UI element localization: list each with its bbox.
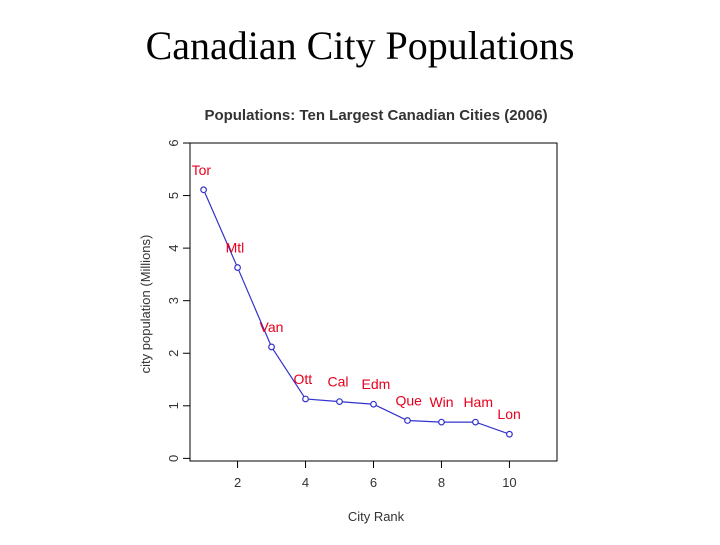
x-tick-label: 6	[370, 475, 377, 490]
data-label: Mtl	[226, 240, 245, 256]
chart-title: Populations: Ten Largest Canadian Cities…	[204, 107, 547, 124]
data-point	[438, 418, 445, 426]
data-label: Ham	[463, 394, 493, 410]
data-label: Cal	[328, 374, 349, 390]
data-label: Que	[395, 393, 422, 409]
data-point	[404, 417, 411, 424]
x-tick-label: 2	[234, 475, 241, 490]
x-axis-label: City Rank	[348, 509, 405, 524]
data-label: Ott	[294, 371, 313, 387]
data-point	[472, 418, 479, 426]
data-point	[268, 343, 275, 351]
y-tick-label: 0	[166, 455, 181, 462]
data-label: Van	[260, 319, 284, 335]
data-point	[234, 264, 241, 271]
data-label: Tor	[192, 162, 212, 178]
data-label: Edm	[362, 376, 391, 392]
data-point	[370, 400, 377, 408]
data-point	[506, 430, 513, 438]
data-label: Win	[429, 394, 453, 410]
data-point	[302, 395, 309, 403]
slide-title: Canadian City Populations	[145, 23, 575, 68]
y-axis-label: city population (Millions)	[138, 235, 153, 374]
data-point	[200, 186, 207, 194]
x-tick-label: 4	[302, 475, 309, 490]
x-tick-label: 8	[438, 475, 445, 490]
y-tick-label: 5	[166, 192, 181, 199]
y-tick-label: 6	[166, 139, 181, 146]
x-tick-label: 10	[502, 475, 516, 490]
data-label: Lon	[497, 406, 520, 422]
data-point	[336, 398, 343, 406]
y-tick-label: 4	[166, 245, 181, 252]
series-line	[203, 189, 510, 435]
y-tick-label: 2	[166, 350, 181, 357]
y-tick-label: 1	[166, 402, 181, 409]
y-tick-label: 3	[166, 297, 181, 304]
